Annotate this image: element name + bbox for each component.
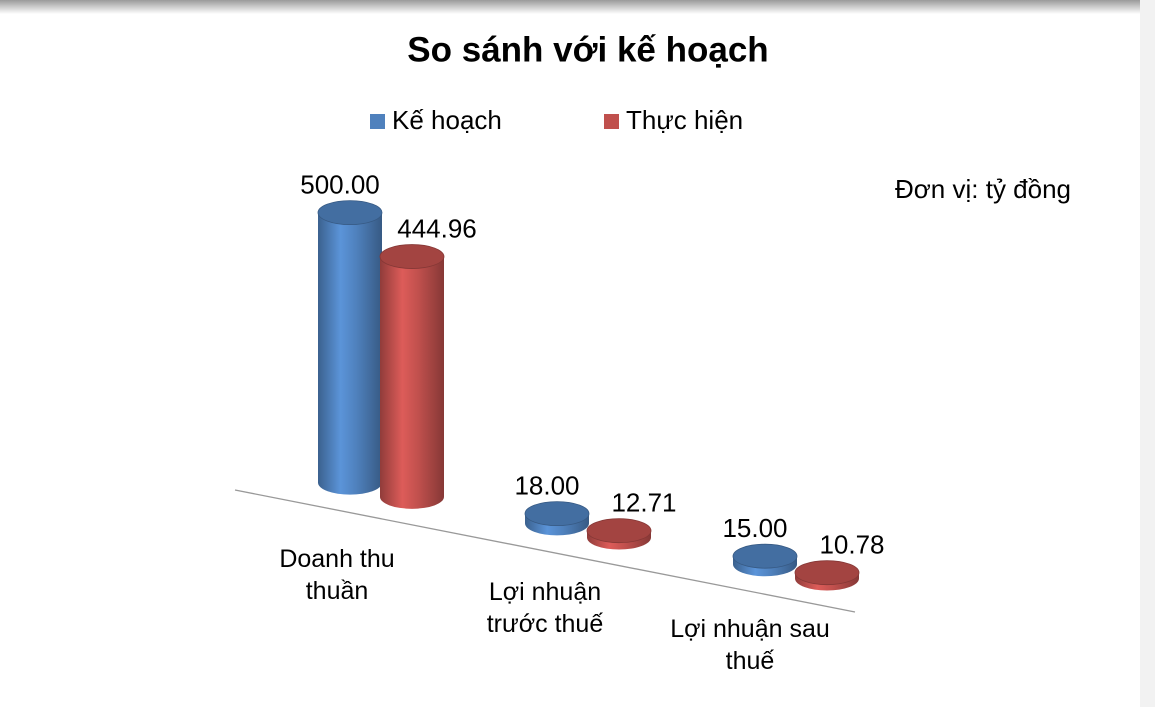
cylinder-body: [380, 256, 444, 497]
value-label: 12.71: [611, 488, 676, 518]
cylinder-bar: [794, 560, 860, 591]
top-shadow: [0, 0, 1155, 14]
cylinder-bar: [586, 518, 652, 550]
cylinder-bar: [317, 200, 383, 495]
value-label: 444.96: [397, 213, 477, 243]
value-label: 18.00: [514, 471, 579, 501]
chart-title: So sánh với kế hoạch: [407, 30, 768, 69]
cylinder-top: [586, 518, 652, 544]
category-label: Doanh thu thuần: [279, 545, 395, 605]
legend-swatch: [370, 114, 385, 129]
value-label: 15.00: [722, 513, 787, 543]
cylinder-top: [794, 560, 860, 586]
legend-label: Thực hiện: [626, 105, 743, 135]
cylinder-bar: [732, 543, 798, 577]
cylinder-bar: [524, 501, 590, 536]
category-label: Lợi nhuận sau thuế: [670, 615, 830, 675]
baseline: [234, 489, 856, 613]
cylinder-body: [318, 212, 382, 483]
cylinder-bar: [379, 244, 445, 509]
unit-annotation: Đơn vị: tỷ đồng: [895, 174, 1071, 204]
cylinder-top: [379, 244, 445, 269]
legend-swatch: [604, 114, 619, 129]
value-label: 10.78: [819, 530, 884, 560]
cylinder-top: [524, 501, 590, 527]
value-label: 500.00: [300, 170, 380, 200]
category-label: Lợi nhuận trước thuế: [486, 578, 604, 638]
cylinder-top: [317, 200, 383, 226]
cylinder-top: [732, 543, 798, 569]
legend-label: Kế hoạch: [392, 105, 502, 135]
right-shadow: [1140, 0, 1155, 707]
